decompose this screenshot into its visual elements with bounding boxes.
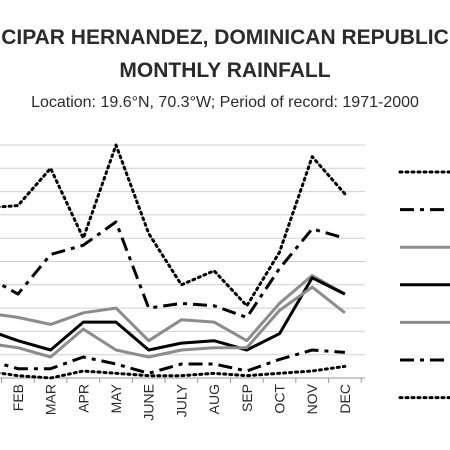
chart-caption: Location: 19.6°N, 70.3°W; Period of reco… [31, 94, 419, 111]
series-line [0, 364, 347, 380]
x-tick-label: NOV [304, 383, 320, 414]
x-tick-label: FEB [10, 384, 26, 411]
x-tick-label: DEC [337, 384, 353, 414]
x-tick-label: JULY [173, 383, 189, 417]
chart-subtitle: MONTHLY RAINFALL [119, 59, 331, 82]
x-tick-label: OCT [272, 384, 288, 414]
series-line [0, 143, 347, 308]
series-line [0, 348, 346, 375]
x-tick-label: SEP [239, 384, 255, 412]
series-line [0, 285, 346, 359]
chart-title: CIPAR HERNANDEZ, DOMINICAN REPUBLIC [1, 26, 449, 49]
series-line [0, 220, 346, 319]
x-tick-label: MAR [43, 384, 59, 415]
series-line [0, 274, 346, 343]
series-line [0, 276, 346, 352]
x-tick-label: MAY [108, 383, 124, 413]
x-tick-label: AUG [206, 384, 222, 414]
x-tick-label: APR [75, 384, 91, 413]
x-tick-label: JUNE [141, 384, 157, 421]
